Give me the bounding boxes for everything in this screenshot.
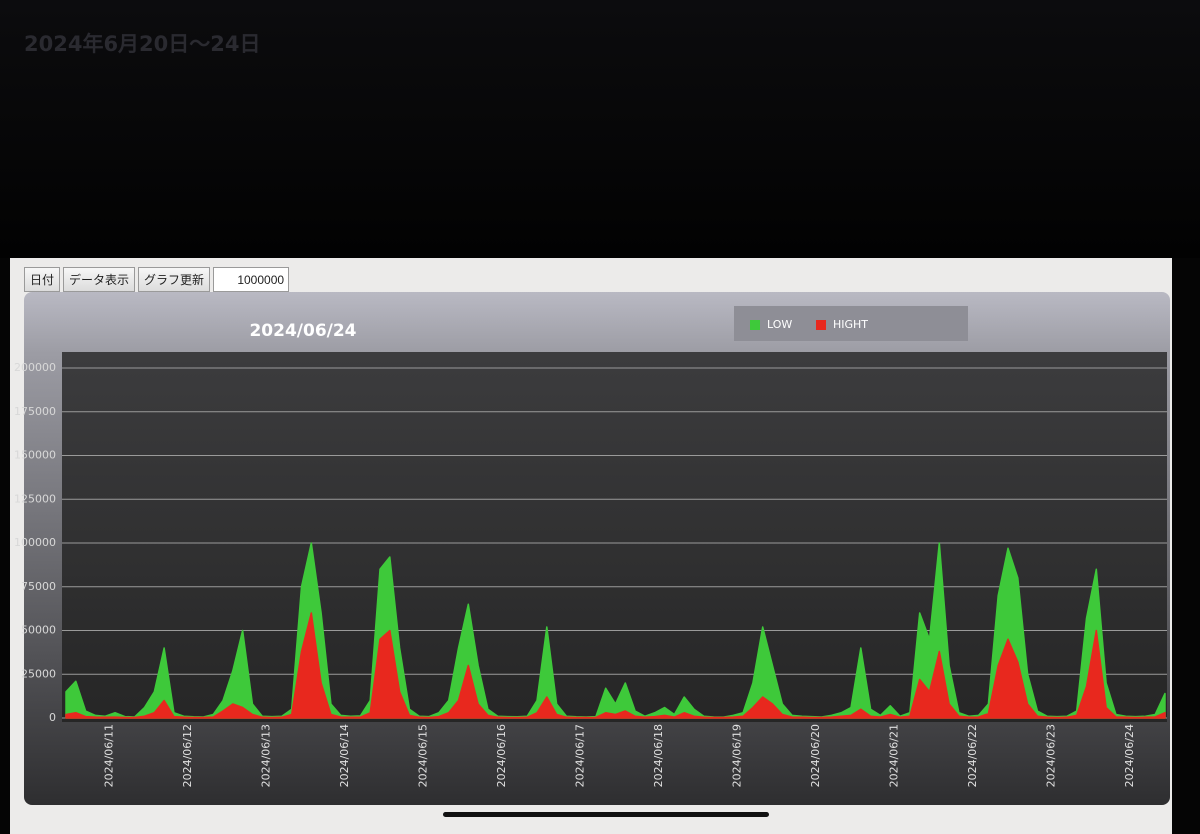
update-button[interactable]: グラフ更新 [138, 267, 211, 292]
background-app: 2024年6月20日～24日 [0, 0, 1200, 258]
y-tick-label: 0 [49, 711, 56, 724]
page-title: 2024年6月20日～24日 [24, 32, 261, 56]
y-tick-label: 25000 [21, 667, 56, 680]
x-tick-label: 2024/06/19 [730, 724, 743, 787]
data-button[interactable]: データ表示 [63, 267, 136, 292]
y-tick-label: 75000 [21, 580, 56, 593]
x-tick-label: 2024/06/22 [966, 724, 979, 787]
home-indicator [443, 812, 769, 817]
chart-title: 2024/06/24 [249, 321, 356, 341]
toolbar: 日付 データ表示 グラフ更新 [24, 267, 290, 292]
area-0 [65, 542, 1166, 719]
legend-swatch [750, 320, 760, 330]
x-tick-label: 2024/06/21 [887, 724, 900, 787]
x-tick-label: 2024/06/15 [416, 724, 429, 787]
x-tick-label: 2024/06/13 [259, 724, 272, 787]
y-tick-label: 200000 [14, 361, 56, 374]
legend-label: LOW [767, 318, 792, 331]
y-tick-label: 150000 [14, 449, 56, 462]
x-tick-label: 2024/06/11 [102, 724, 115, 787]
x-tick-label: 2024/06/20 [809, 724, 822, 787]
legend-swatch [816, 320, 826, 330]
y-tick-label: 125000 [14, 492, 56, 505]
limit-input[interactable] [213, 267, 290, 292]
x-tick-label: 2024/06/24 [1123, 724, 1136, 787]
y-tick-label: 50000 [21, 624, 56, 637]
date-button[interactable]: 日付 [24, 267, 61, 292]
legend [734, 306, 968, 341]
x-tick-label: 2024/06/23 [1044, 724, 1057, 787]
x-tick-label: 2024/06/16 [495, 724, 508, 787]
x-tick-label: 2024/06/17 [573, 724, 586, 787]
x-tick-label: 2024/06/18 [652, 724, 665, 787]
area-1 [65, 612, 1166, 719]
x-tick-label: 2024/06/14 [338, 724, 351, 787]
x-tick-label: 2024/06/12 [181, 724, 194, 787]
legend-label: HIGHT [833, 318, 868, 331]
y-tick-label: 100000 [14, 536, 56, 549]
y-tick-label: 175000 [14, 405, 56, 418]
